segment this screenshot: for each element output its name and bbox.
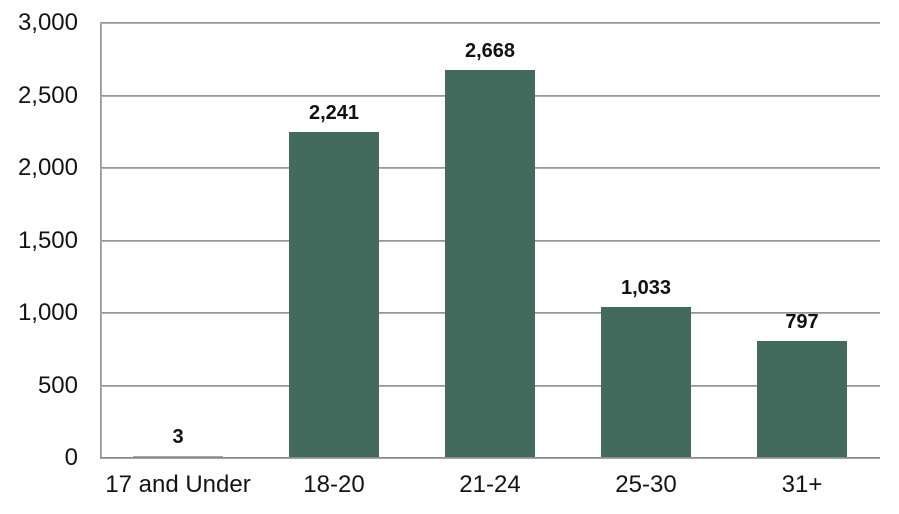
y-tick-label: 2,500 bbox=[17, 81, 78, 109]
bar-value-label: 797 bbox=[785, 311, 819, 333]
bar-18-20 bbox=[289, 132, 379, 457]
y-tick-label: 500 bbox=[37, 371, 78, 399]
bar-value-label: 3 bbox=[172, 426, 184, 448]
x-tick-label: 21-24 bbox=[459, 471, 521, 498]
x-axis: 17 and Under 18-20 21-24 25-30 31+ bbox=[100, 470, 880, 504]
bar-17-and-under bbox=[133, 456, 223, 457]
plot-area: 3 2,241 2,668 1,033 797 bbox=[100, 22, 880, 459]
bar-31+ bbox=[757, 341, 847, 457]
bar-value-label: 1,033 bbox=[620, 277, 672, 299]
y-tick-label: 3,000 bbox=[17, 9, 78, 36]
gridline bbox=[100, 22, 880, 24]
y-tick-label: 1,000 bbox=[17, 299, 78, 326]
y-axis: 0 500 1,000 1,500 2,000 2,500 3,000 bbox=[0, 0, 78, 514]
bar-21-24 bbox=[445, 70, 535, 457]
y-tick-label: 1,500 bbox=[17, 226, 78, 254]
y-tick-label: 2,000 bbox=[17, 154, 78, 181]
x-tick-label: 31+ bbox=[781, 471, 823, 498]
x-axis-line bbox=[100, 457, 880, 459]
bar-25-30 bbox=[601, 307, 691, 457]
x-tick-label: 25-30 bbox=[615, 471, 677, 498]
bar-value-label: 2,668 bbox=[464, 40, 516, 62]
x-tick-label: 17 and Under bbox=[105, 471, 251, 498]
x-tick-label: 18-20 bbox=[303, 471, 365, 498]
bar-value-label: 2,241 bbox=[308, 102, 360, 124]
y-tick-label: 0 bbox=[64, 444, 78, 471]
